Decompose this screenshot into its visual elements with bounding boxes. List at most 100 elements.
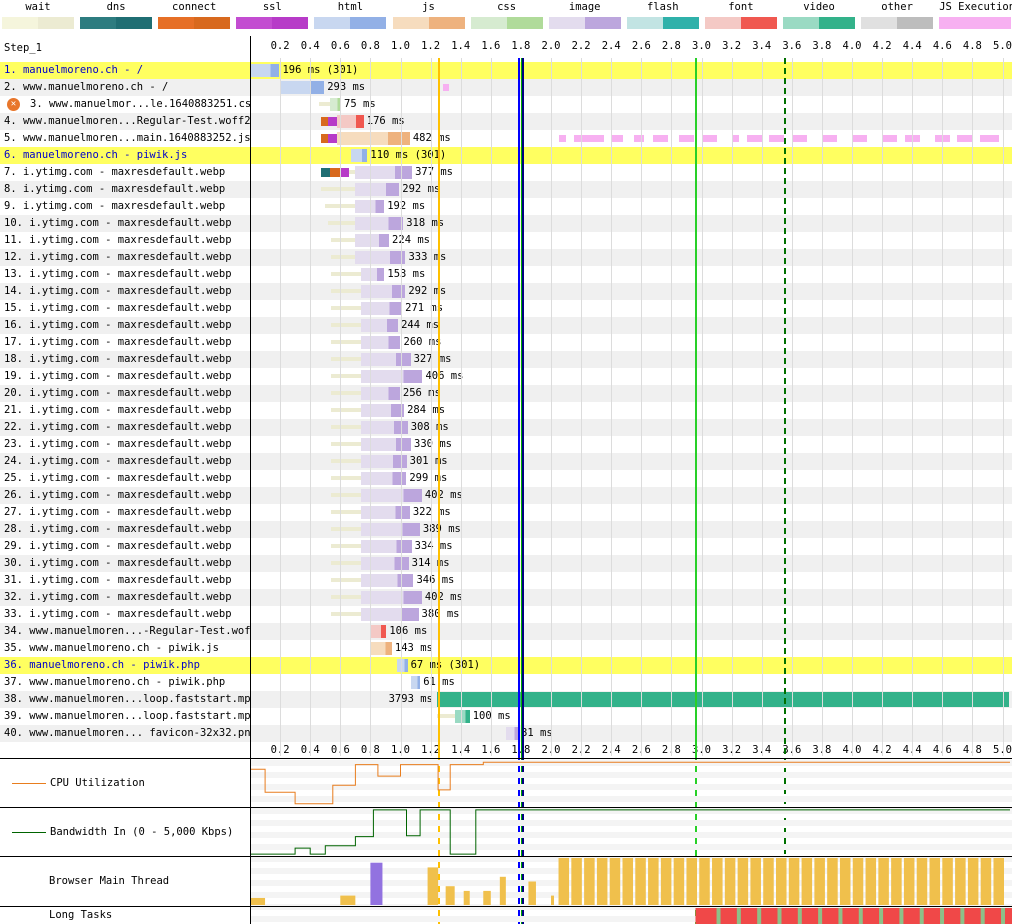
request-label[interactable]: 40. www.manuelmoren... favicon-32x32.png (4, 727, 250, 739)
request-row[interactable]: 19. i.ytimg.com - maxresdefault.webp (0, 368, 1012, 385)
request-row[interactable]: 24. i.ytimg.com - maxresdefault.webp (0, 453, 1012, 470)
request-label[interactable]: 37. www.manuelmoreno.ch - piwik.php (4, 676, 226, 688)
request-label[interactable]: 28. i.ytimg.com - maxresdefault.webp (4, 523, 232, 535)
image-download-bar[interactable] (361, 421, 408, 434)
css-download-bar[interactable] (329, 98, 342, 111)
request-label[interactable]: 10. i.ytimg.com - maxresdefault.webp (4, 217, 232, 229)
request-label[interactable]: 38. www.manuelmoren...loop.faststart.mp4 (4, 693, 250, 705)
html-download-bar[interactable] (350, 149, 368, 162)
request-row[interactable]: 27. i.ytimg.com - maxresdefault.webp (0, 504, 1012, 521)
image-download-bar[interactable] (361, 302, 403, 315)
request-label[interactable]: 1. manuelmoreno.ch - / (4, 64, 144, 76)
image-download-bar[interactable] (361, 523, 420, 536)
request-row[interactable]: 13. i.ytimg.com - maxresdefault.webp (0, 266, 1012, 283)
image-download-bar[interactable] (361, 455, 407, 468)
request-label[interactable]: 23. i.ytimg.com - maxresdefault.webp (4, 438, 232, 450)
request-label[interactable]: 24. i.ytimg.com - maxresdefault.webp (4, 455, 232, 467)
image-download-bar[interactable] (355, 166, 413, 179)
request-row[interactable]: 26. i.ytimg.com - maxresdefault.webp (0, 487, 1012, 504)
image-download-bar[interactable] (361, 540, 412, 553)
html-download-bar[interactable] (250, 64, 280, 77)
html-download-bar[interactable] (280, 81, 325, 94)
image-download-bar[interactable] (361, 557, 409, 570)
request-row[interactable]: ✕ 3. www.manuelmor...le.1640883251.css (0, 96, 1012, 113)
request-row[interactable]: 32. i.ytimg.com - maxresdefault.webp (0, 589, 1012, 606)
request-row[interactable]: 30. i.ytimg.com - maxresdefault.webp (0, 555, 1012, 572)
image-download-bar[interactable] (361, 353, 411, 366)
request-label[interactable]: 31. i.ytimg.com - maxresdefault.webp (4, 574, 232, 586)
image-download-bar[interactable] (355, 183, 400, 196)
request-row[interactable]: 23. i.ytimg.com - maxresdefault.webp (0, 436, 1012, 453)
request-row[interactable]: 9. i.ytimg.com - maxresdefault.webp (0, 198, 1012, 215)
request-row[interactable]: 16. i.ytimg.com - maxresdefault.webp (0, 317, 1012, 334)
request-row[interactable]: 4. www.manuelmoren...Regular-Test.woff2 (0, 113, 1012, 130)
request-row[interactable]: 15. i.ytimg.com - maxresdefault.webp (0, 300, 1012, 317)
request-label[interactable]: 25. i.ytimg.com - maxresdefault.webp (4, 472, 232, 484)
request-label[interactable]: 6. manuelmoreno.ch - piwik.js (4, 149, 188, 161)
request-row[interactable]: 29. i.ytimg.com - maxresdefault.webp (0, 538, 1012, 555)
request-label[interactable]: 4. www.manuelmoren...Regular-Test.woff2 (4, 115, 250, 127)
request-row[interactable]: 31. i.ytimg.com - maxresdefault.webp (0, 572, 1012, 589)
request-label[interactable]: 9. i.ytimg.com - maxresdefault.webp (4, 200, 226, 212)
request-row[interactable]: 2. www.manuelmoreno.ch - / (0, 79, 1012, 96)
image-download-bar[interactable] (361, 472, 407, 485)
request-row[interactable]: 17. i.ytimg.com - maxresdefault.webp (0, 334, 1012, 351)
request-label[interactable]: 13. i.ytimg.com - maxresdefault.webp (4, 268, 232, 280)
image-download-bar[interactable] (355, 200, 385, 213)
image-download-bar[interactable] (361, 285, 406, 298)
html-download-bar[interactable] (397, 659, 408, 672)
image-download-bar[interactable] (361, 438, 412, 451)
request-row[interactable]: 39. www.manuelmoren...loop.faststart.mp4 (0, 708, 1012, 725)
request-row[interactable]: 14. i.ytimg.com - maxresdefault.webp (0, 283, 1012, 300)
image-download-bar[interactable] (361, 268, 385, 281)
font-download-bar[interactable] (370, 625, 387, 638)
request-row[interactable]: 22. i.ytimg.com - maxresdefault.webp (0, 419, 1012, 436)
request-label[interactable]: 19. i.ytimg.com - maxresdefault.webp (4, 370, 232, 382)
request-label[interactable]: 3. www.manuelmor...le.1640883251.css (30, 98, 250, 110)
request-row[interactable]: 7. i.ytimg.com - maxresdefault.webp (0, 164, 1012, 181)
request-label[interactable]: 33. i.ytimg.com - maxresdefault.webp (4, 608, 232, 620)
request-label[interactable]: 27. i.ytimg.com - maxresdefault.webp (4, 506, 232, 518)
request-label[interactable]: 20. i.ytimg.com - maxresdefault.webp (4, 387, 232, 399)
request-row[interactable]: 6. manuelmoreno.ch - piwik.js (0, 147, 1012, 164)
image-download-bar[interactable] (361, 506, 410, 519)
request-label[interactable]: 14. i.ytimg.com - maxresdefault.webp (4, 285, 232, 297)
image-download-bar[interactable] (361, 370, 423, 383)
js-download-bar[interactable] (370, 642, 392, 655)
request-row[interactable]: 33. i.ytimg.com - maxresdefault.webp (0, 606, 1012, 623)
request-label[interactable]: 39. www.manuelmoren...loop.faststart.mp4 (4, 710, 250, 722)
request-row[interactable]: 35. www.manuelmoreno.ch - piwik.js (0, 640, 1012, 657)
request-label[interactable]: 2. www.manuelmoreno.ch - / (4, 81, 169, 93)
font-download-bar[interactable] (337, 115, 364, 128)
request-label[interactable]: 26. i.ytimg.com - maxresdefault.webp (4, 489, 232, 501)
request-label[interactable]: 30. i.ytimg.com - maxresdefault.webp (4, 557, 232, 569)
request-label[interactable]: 15. i.ytimg.com - maxresdefault.webp (4, 302, 232, 314)
request-row[interactable]: 34. www.manuelmoren...-Regular-Test.woff (0, 623, 1012, 640)
request-row[interactable]: 20. i.ytimg.com - maxresdefault.webp (0, 385, 1012, 402)
video-stream-bar[interactable] (436, 692, 1009, 707)
request-label[interactable]: 34. www.manuelmoren...-Regular-Test.woff (4, 625, 250, 637)
request-label[interactable]: 36. manuelmoreno.ch - piwik.php (4, 659, 200, 671)
request-row[interactable]: 11. i.ytimg.com - maxresdefault.webp (0, 232, 1012, 249)
request-label[interactable]: 8. i.ytimg.com - maxresdefault.webp (4, 183, 226, 195)
image-download-bar[interactable] (361, 404, 405, 417)
request-label[interactable]: 18. i.ytimg.com - maxresdefault.webp (4, 353, 232, 365)
request-label[interactable]: 21. i.ytimg.com - maxresdefault.webp (4, 404, 232, 416)
request-label[interactable]: 32. i.ytimg.com - maxresdefault.webp (4, 591, 232, 603)
request-row[interactable]: 21. i.ytimg.com - maxresdefault.webp (0, 402, 1012, 419)
request-label[interactable]: 7. i.ytimg.com - maxresdefault.webp (4, 166, 226, 178)
image-download-bar[interactable] (361, 608, 419, 621)
image-download-bar[interactable] (361, 574, 414, 587)
request-row[interactable]: 18. i.ytimg.com - maxresdefault.webp (0, 351, 1012, 368)
request-row[interactable]: 36. manuelmoreno.ch - piwik.php (0, 657, 1012, 674)
request-row[interactable]: 10. i.ytimg.com - maxresdefault.webp (0, 215, 1012, 232)
request-row[interactable]: 37. www.manuelmoreno.ch - piwik.php (0, 674, 1012, 691)
html-download-bar[interactable] (411, 676, 421, 689)
request-row[interactable]: 5. www.manuelmoren...main.1640883252.js (0, 130, 1012, 147)
image-download-bar[interactable] (361, 591, 422, 604)
image-download-bar[interactable] (355, 251, 406, 264)
request-label[interactable]: 11. i.ytimg.com - maxresdefault.webp (4, 234, 232, 246)
video-download-bar[interactable] (454, 710, 470, 723)
image-download-bar[interactable] (355, 217, 404, 230)
request-label[interactable]: 17. i.ytimg.com - maxresdefault.webp (4, 336, 232, 348)
